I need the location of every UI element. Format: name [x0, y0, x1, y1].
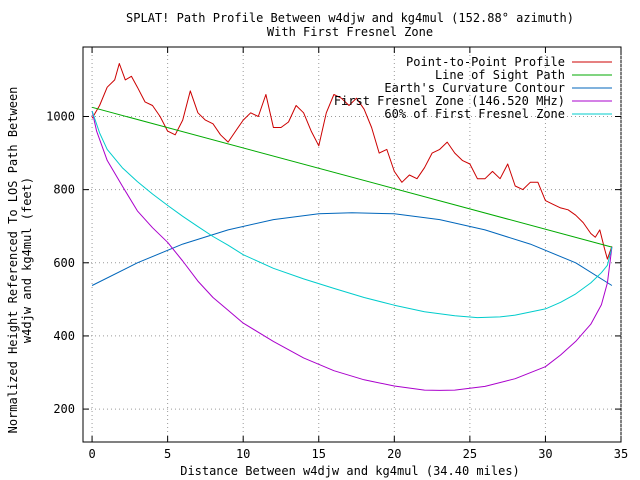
y-tick-label: 400: [53, 329, 75, 343]
legend-label: 60% of First Fresnel Zone: [384, 107, 565, 121]
chart-title-line1: SPLAT! Path Profile Between w4djw and kg…: [126, 11, 574, 25]
legend-label: First Fresnel Zone (146.520 MHz): [334, 94, 565, 108]
series-line-point-to-point-profile: [91, 63, 613, 260]
series-line-60-of-first-fresnel-zone: [91, 110, 613, 319]
x-tick-label: 0: [88, 447, 95, 461]
series-layer: [91, 63, 613, 391]
y-axis-label-line2: w4djw and kg4mul (feet): [20, 177, 34, 343]
legend-label: Point-to-Point Profile: [406, 55, 565, 69]
series-line-earth-s-curvature-contour: [91, 212, 613, 286]
series-line-line-of-sight-path: [91, 106, 613, 248]
x-tick-label: 15: [312, 447, 326, 461]
x-tick-label: 20: [387, 447, 401, 461]
x-tick-label: 25: [463, 447, 477, 461]
tick-layer: 0 5 10 15 20 25 30 35 200 400 600 800 1000: [46, 47, 628, 461]
y-axis-label-line1: Normalized Height Referenced To LOS Path…: [6, 87, 20, 434]
grid-layer: [83, 47, 622, 442]
x-tick-label: 10: [236, 447, 250, 461]
x-tick-label: 35: [614, 447, 628, 461]
plot-frame: [82, 46, 622, 443]
chart-title-line2: With First Fresnel Zone: [267, 25, 433, 39]
x-tick-label: 30: [538, 447, 552, 461]
x-tick-label: 5: [164, 447, 171, 461]
y-tick-label: 800: [53, 183, 75, 197]
legend-label: Earth's Curvature Contour: [384, 81, 565, 95]
legend-label: Line of Sight Path: [435, 68, 565, 82]
x-axis-label: Distance Between w4djw and kg4mul (34.40…: [180, 464, 520, 478]
y-tick-label: 1000: [46, 109, 75, 123]
y-tick-label: 200: [53, 402, 75, 416]
series-line-first-fresnel-zone-146-520-mhz: [91, 110, 613, 391]
y-tick-label: 600: [53, 256, 75, 270]
